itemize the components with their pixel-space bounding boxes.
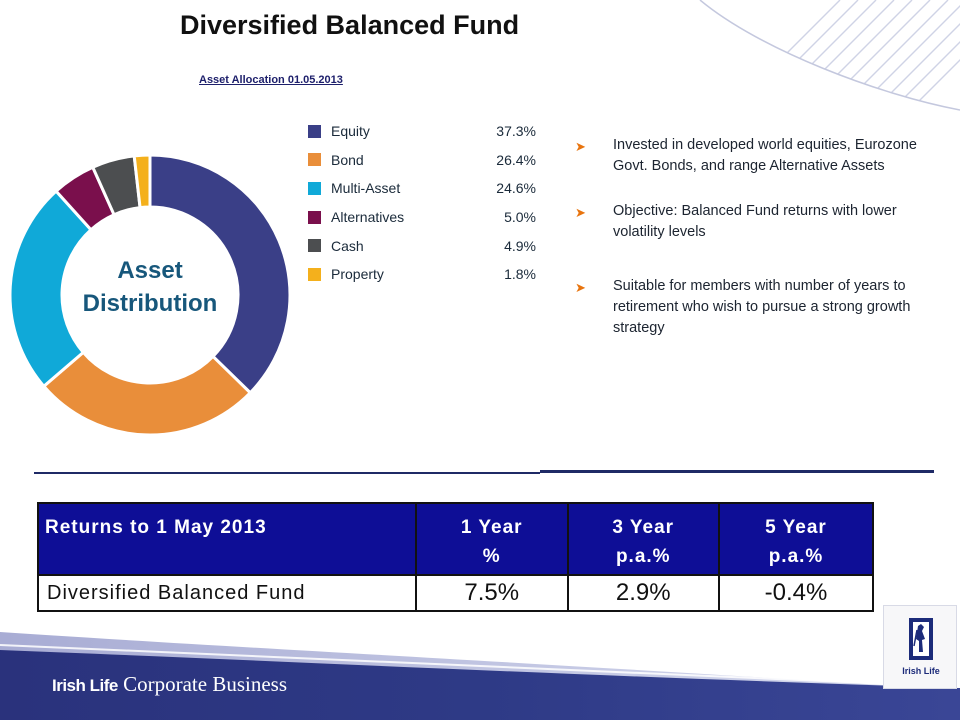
period-line-1: 5 Year — [765, 517, 827, 538]
legend-value-bond: 26.4% — [496, 151, 536, 168]
table-header-3-year: 3 Year p.a.% — [566, 502, 720, 576]
legend-value-equity: 37.3% — [496, 123, 536, 140]
table-header-1-year: 1 Year % — [415, 502, 569, 576]
donut-slice-bond — [41, 350, 253, 437]
chart-title: Asset Allocation 01.05.2013 — [199, 74, 343, 86]
table-header-5-year: 5 Year p.a.% — [718, 502, 874, 576]
period-line-1: 3 Year — [612, 517, 675, 538]
donut-slices — [8, 153, 292, 437]
section-divider-right — [540, 470, 934, 473]
period-line-1: 1 Year — [460, 517, 523, 538]
legend-item-cash: Cash 4.9% — [308, 231, 536, 260]
bullet-text: Objective: Balanced Fund returns with lo… — [613, 203, 897, 240]
legend-item-bond: Bond 26.4% — [308, 146, 536, 175]
brand-name-rest: Corporate Business — [123, 672, 288, 696]
legend-swatch-property — [308, 267, 321, 281]
return-3-year-cell: 2.9% — [566, 574, 720, 612]
bullet-text: Invested in developed world equities, Eu… — [613, 137, 917, 174]
donut-slice-property — [132, 153, 152, 210]
returns-table: Returns to 1 May 2013 1 Year % 3 Year p.… — [37, 502, 874, 612]
bullet-text: Suitable for members with number of year… — [613, 278, 911, 336]
return-5-year-cell: -0.4% — [718, 574, 874, 612]
legend-swatch-multi-asset — [308, 181, 321, 195]
period-line-2: % — [482, 546, 501, 567]
legend-value-multi-asset: 24.6% — [496, 180, 536, 197]
legend-label-cash: Cash — [331, 237, 364, 254]
legend-item-equity: Equity 37.3% — [308, 117, 536, 146]
legend-swatch-equity — [308, 124, 321, 138]
legend-item-property: Property 1.8% — [308, 260, 536, 289]
fund-name-cell: Diversified Balanced Fund — [37, 574, 417, 612]
legend-label-multi-asset: Multi-Asset — [331, 180, 401, 197]
irish-life-logo: Irish Life — [883, 605, 957, 689]
center-label-line-2: Distribution — [83, 290, 218, 317]
legend-label-bond: Bond — [331, 151, 364, 168]
donut-slice-equity — [148, 153, 292, 395]
legend-value-cash: 4.9% — [504, 237, 536, 254]
legend-item-multi-asset: Multi-Asset 24.6% — [308, 174, 536, 203]
legend-swatch-alternatives — [308, 210, 321, 224]
table-header-label: Returns to 1 May 2013 — [37, 502, 417, 576]
legend-label-equity: Equity — [331, 123, 370, 140]
legend-swatch-bond — [308, 153, 321, 167]
return-1-year-cell: 7.5% — [415, 574, 569, 612]
section-divider-left — [34, 472, 540, 474]
table-row: Diversified Balanced Fund 7.5% 2.9% -0.4… — [37, 574, 874, 612]
brand-name-bold: Irish Life — [52, 676, 118, 695]
logo-figure-icon — [909, 618, 933, 660]
legend-label-alternatives: Alternatives — [331, 209, 405, 226]
brand-wordmark: Irish Life Corporate Business — [52, 672, 287, 697]
donut-slice-multi-asset — [8, 189, 94, 389]
donut-chart: Asset Distribution — [8, 153, 292, 437]
legend-label-property: Property — [331, 266, 384, 283]
legend-value-property: 1.8% — [504, 266, 536, 283]
legend-item-alternatives: Alternatives 5.0% — [308, 203, 536, 232]
bullet-item: ➤ Invested in developed world equities, … — [573, 135, 933, 177]
bullet-item: ➤ Suitable for members with number of ye… — [573, 276, 933, 339]
arrow-bullet-icon: ➤ — [575, 139, 586, 154]
table-header-row: Returns to 1 May 2013 1 Year % 3 Year p.… — [37, 502, 874, 576]
period-line-2: p.a.% — [768, 546, 824, 567]
legend-value-alternatives: 5.0% — [504, 209, 536, 226]
center-label-line-1: Asset — [117, 257, 182, 284]
arrow-bullet-icon: ➤ — [575, 280, 586, 295]
page-title: Diversified Balanced Fund — [180, 10, 520, 40]
chart-legend: Equity 37.3% Bond 26.4% Multi-Asset 24.6… — [308, 117, 536, 289]
legend-swatch-cash — [308, 239, 321, 253]
logo-caption: Irish Life — [902, 666, 940, 676]
arrow-bullet-icon: ➤ — [575, 205, 586, 220]
fund-description-bullets: ➤ Invested in developed world equities, … — [573, 135, 933, 339]
period-line-2: p.a.% — [615, 546, 671, 567]
bullet-item: ➤ Objective: Balanced Fund returns with … — [573, 201, 933, 243]
